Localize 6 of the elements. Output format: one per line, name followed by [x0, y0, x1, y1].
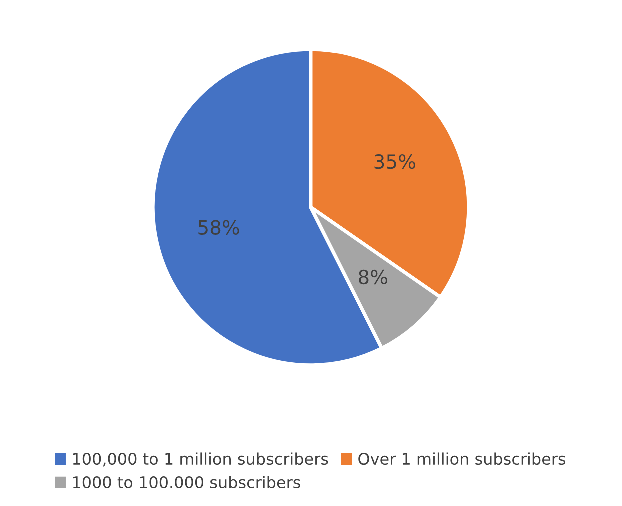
legend-label: Over 1 million subscribers — [358, 452, 566, 466]
data-label: 8% — [359, 270, 388, 285]
legend-label: 100,000 to 1 million subscribers — [73, 452, 328, 467]
data-label: 35% — [374, 154, 416, 170]
data-label: 58% — [198, 220, 240, 235]
legend-label: 1000 to 100.000 subscribers — [73, 476, 300, 489]
